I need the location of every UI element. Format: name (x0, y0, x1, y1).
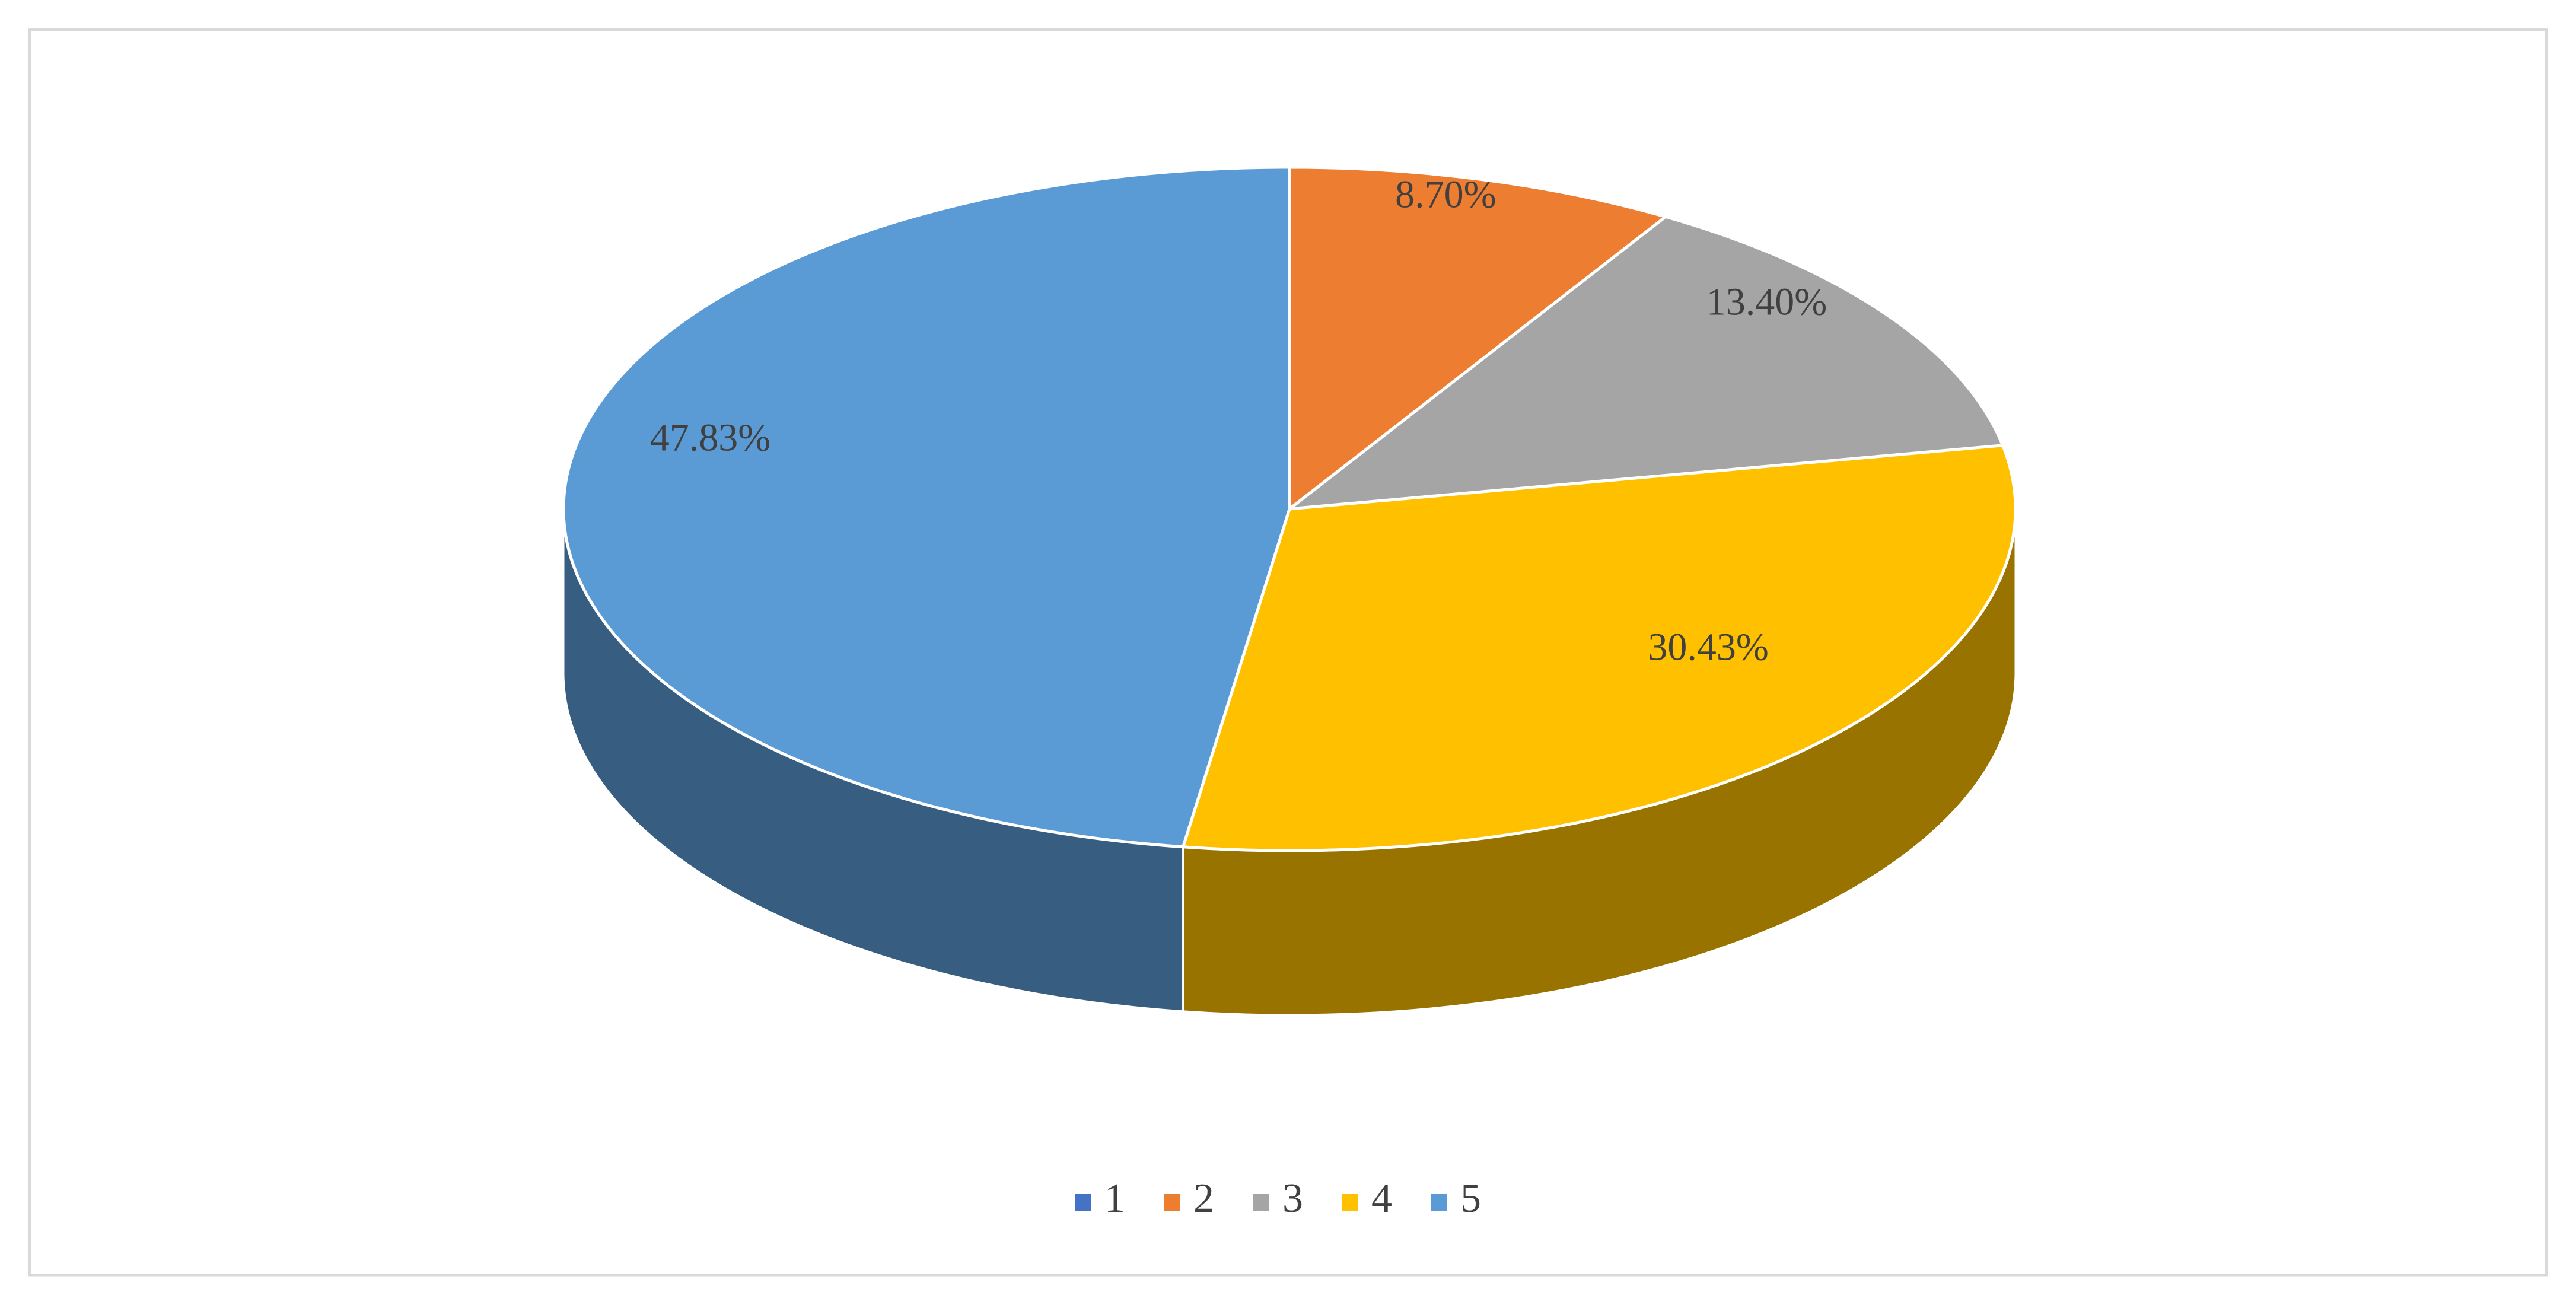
legend-marker (1253, 1194, 1269, 1211)
legend-marker (1431, 1194, 1447, 1211)
data-label: 8.70% (1395, 173, 1496, 216)
legend: 1 2 3 4 5 (1075, 1176, 1481, 1221)
slice (1288, 165, 1669, 512)
data-label: 30.43% (1648, 625, 1768, 668)
legend-label: 3 (1282, 1176, 1303, 1221)
legend-marker (1164, 1194, 1180, 1211)
legend-marker (1075, 1194, 1091, 1211)
data-label: 47.83% (650, 416, 770, 459)
legend-label: 1 (1104, 1176, 1125, 1221)
slice (562, 165, 1291, 849)
slice (1284, 215, 2005, 511)
data-label: 13.40% (1706, 280, 1827, 323)
legend-label: 5 (1460, 1176, 1481, 1221)
legend-label: 4 (1371, 1176, 1392, 1221)
pie-tops (562, 165, 2017, 852)
legend-label: 2 (1193, 1176, 1214, 1221)
legend-marker (1342, 1194, 1358, 1211)
slice (1181, 444, 2017, 852)
data-labels: 8.70% 13.40% 30.43% 47.83% (650, 173, 1827, 668)
